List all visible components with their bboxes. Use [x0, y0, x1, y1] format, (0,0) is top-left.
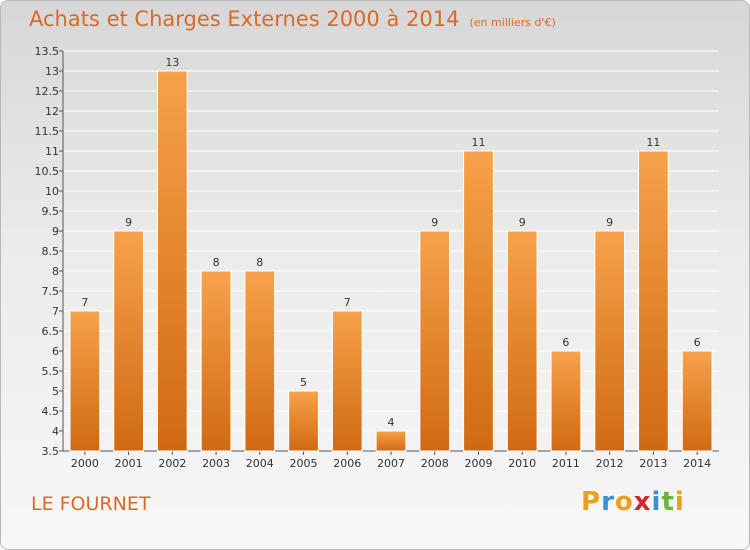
- y-tick-label: 7: [52, 305, 59, 318]
- data-label-2002: 13: [165, 56, 179, 69]
- y-tick-label: 13.5: [35, 45, 60, 58]
- data-label-2004: 8: [256, 256, 263, 269]
- x-tick-label-2004: 2004: [246, 457, 274, 470]
- y-tick-label: 9.5: [42, 205, 60, 218]
- data-label-2001: 9: [125, 216, 132, 229]
- data-label-2012: 9: [606, 216, 613, 229]
- y-tick-label: 10.5: [35, 165, 60, 178]
- chart-title: Achats et Charges Externes 2000 à 2014 (e…: [29, 7, 556, 31]
- y-tick-label: 4.5: [42, 405, 60, 418]
- bar-2002: [156, 70, 188, 452]
- x-tick-label-2001: 2001: [115, 457, 143, 470]
- y-tick-label: 5.5: [42, 365, 60, 378]
- x-tick-label-2013: 2013: [639, 457, 667, 470]
- x-tick-label-2009: 2009: [464, 457, 492, 470]
- data-label-2011: 6: [562, 336, 569, 349]
- y-tick-label: 5: [52, 385, 59, 398]
- bar-2014: [681, 350, 713, 452]
- y-tick-label: 11: [45, 145, 59, 158]
- bar-2001: [113, 230, 144, 452]
- brand-letter: P: [581, 487, 602, 517]
- y-tick-label: 11.5: [35, 125, 60, 138]
- bar-2009: [463, 150, 494, 452]
- data-label-2010: 9: [519, 216, 526, 229]
- bar-2007: [375, 430, 407, 452]
- y-tick-label: 6.5: [42, 325, 60, 338]
- y-tick-label: 9: [52, 225, 59, 238]
- x-tick-label-2000: 2000: [71, 457, 99, 470]
- x-tick-label-2002: 2002: [158, 457, 186, 470]
- data-label-2006: 7: [344, 296, 351, 309]
- x-tick-label-2008: 2008: [421, 457, 449, 470]
- data-labels: 7 9 13 8 8 5 7 4 9 11 9 6 9 11 6: [81, 56, 700, 429]
- bar-2013: [638, 150, 669, 452]
- data-label-2008: 9: [431, 216, 438, 229]
- y-tick-label: 6: [52, 345, 59, 358]
- x-tick-label-2003: 2003: [202, 457, 230, 470]
- x-tick-label-2010: 2010: [508, 457, 536, 470]
- y-tick-label: 12: [45, 105, 59, 118]
- bar-2011: [550, 350, 582, 452]
- data-label-2000: 7: [81, 296, 88, 309]
- brand-letter: o: [614, 487, 634, 517]
- y-tick-label: 8.5: [42, 245, 60, 258]
- bar-2004: [244, 270, 276, 452]
- bar-2006: [331, 310, 363, 452]
- bar-2008: [419, 230, 451, 452]
- y-tick-label: 10: [45, 185, 59, 198]
- commune-name: LE FOURNET: [31, 493, 151, 515]
- x-tick-labels: 2000 2001 2002 2003 2004 2005 2006 2007 2008 2009…: [71, 457, 711, 470]
- bar-2003: [200, 270, 232, 452]
- brand-letter: i: [674, 487, 685, 517]
- brand-letter: r: [601, 487, 615, 517]
- bar-2010: [506, 230, 538, 452]
- bar-2005: [288, 390, 319, 452]
- bar-2012: [594, 230, 626, 452]
- data-label-2005: 5: [300, 376, 307, 389]
- bars: [69, 70, 713, 452]
- brand-letter: t: [661, 487, 675, 517]
- y-tick-label: 3.5: [42, 445, 60, 458]
- y-tick-labels: 3.5 4 4.5 5 5.5 6 6.5 7 7.5 8 8.5 9 9.5 10 10.5 11 11.5 1…: [35, 45, 60, 458]
- brand-letter: x: [633, 487, 652, 517]
- data-label-2009: 11: [471, 136, 485, 149]
- data-label-2013: 11: [646, 136, 660, 149]
- data-label-2007: 4: [388, 416, 395, 429]
- y-tick-label: 4: [52, 425, 59, 438]
- y-tick-label: 12.5: [35, 85, 60, 98]
- x-tick-label-2007: 2007: [377, 457, 405, 470]
- y-tick-label: 8: [52, 265, 59, 278]
- y-tick-label: 7.5: [42, 285, 60, 298]
- x-tick-label-2005: 2005: [290, 457, 318, 470]
- proxiti-logo[interactable]: Proxiti: [581, 487, 685, 517]
- data-label-2003: 8: [213, 256, 220, 269]
- y-tick-label: 13: [45, 65, 59, 78]
- chart-title-text: Achats et Charges Externes 2000 à 2014: [29, 7, 460, 31]
- x-tick-label-2006: 2006: [333, 457, 361, 470]
- x-tick-label-2011: 2011: [552, 457, 580, 470]
- data-label-2014: 6: [694, 336, 701, 349]
- chart-unit: (en milliers d'€): [469, 16, 556, 29]
- bar-2000: [69, 310, 101, 452]
- x-tick-label-2012: 2012: [596, 457, 624, 470]
- x-tick-label-2014: 2014: [683, 457, 711, 470]
- brand-letter: i: [651, 487, 662, 517]
